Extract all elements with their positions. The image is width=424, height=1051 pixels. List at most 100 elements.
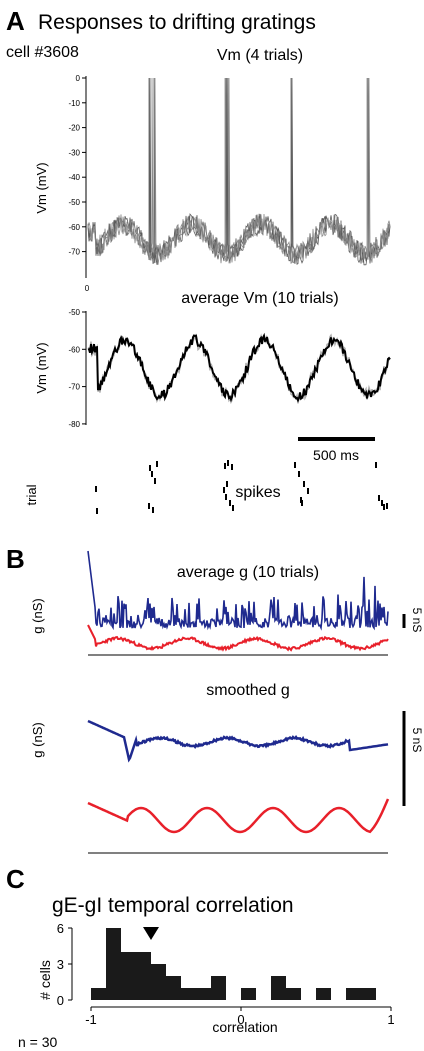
spike-tick (375, 462, 377, 468)
avg-g-scalebar-label: 5 nS (410, 608, 424, 633)
spike-tick (229, 500, 231, 506)
smooth-g-ylabel: g (nS) (30, 722, 45, 757)
panel-b-letter: B (6, 544, 25, 574)
hist-bar (286, 988, 301, 1000)
spike-tick (152, 507, 154, 513)
vm-axis: 0 -10 -20 -30 -40 -50 -60 -70 (68, 74, 87, 278)
hist-xlabel: correlation (212, 1019, 277, 1035)
vm-y-tick-label: -10 (68, 99, 80, 108)
avg-g-ylabel: g (nS) (30, 598, 45, 633)
avg-vm-y-ticks: -50 -60 -70 -80 (68, 308, 86, 429)
vm-y-ticks: 0 -10 -20 -30 -40 -50 -60 -70 (68, 74, 86, 257)
avg-g-traces (87, 550, 389, 652)
avg-vm-trace (87, 332, 391, 405)
spike-tick (294, 462, 296, 468)
smoothed-inhibitory-trace (87, 798, 390, 834)
spike-tick (303, 481, 305, 487)
vm-traces (87, 77, 391, 266)
hist-bar (196, 988, 211, 1000)
avg-vm-y-tick-label: -70 (68, 383, 80, 392)
spike-tick (301, 500, 303, 506)
mean-marker-triangle (143, 927, 159, 940)
raster-title: spikes (235, 484, 280, 501)
vm-y-tick-label: 0 (76, 74, 81, 83)
panel-a-title: Responses to drifting gratings (38, 11, 316, 34)
spike-tick (383, 504, 385, 510)
hist-bar (106, 928, 121, 1000)
raster-ylabel: trial (24, 484, 39, 505)
hist-bar (91, 988, 106, 1000)
hist-bar (361, 988, 376, 1000)
spike-tick (225, 494, 227, 500)
spike-tick (148, 503, 150, 509)
spike-tick (95, 486, 97, 492)
smooth-g-scalebar-label: 5 nS (410, 728, 424, 753)
panel-c-title: gE-gI temporal correlation (52, 894, 294, 917)
vm-y-tick-label: -60 (68, 223, 80, 232)
spike-tick (386, 503, 388, 509)
inhibitory-conductance-trace (87, 624, 389, 652)
vm-ylabel: Vm (mV) (34, 162, 49, 213)
hist-y-tick-label: 6 (57, 921, 64, 936)
hist-y-tick-label: 3 (57, 957, 64, 972)
panel-c-letter: C (6, 864, 25, 894)
smoothed-excitatory-trace (87, 719, 389, 763)
spike-tick (307, 488, 309, 494)
spike-tick (298, 471, 300, 477)
vm-zero-label: 0 (85, 284, 90, 293)
vm-trial-trace (87, 77, 391, 265)
hist-bar (241, 988, 256, 1000)
smooth-g-title: smoothed g (206, 682, 290, 699)
spike-tick (96, 508, 98, 514)
avg-vm-mean-line (87, 332, 391, 403)
panel-a-letter: A (6, 6, 25, 36)
spike-tick (226, 481, 228, 487)
spike-tick (381, 500, 383, 506)
n-label: n = 30 (18, 1034, 58, 1050)
hist-x-tick-label: -1 (85, 1012, 97, 1027)
hist-bar (316, 988, 331, 1000)
correlation-histogram: 0 3 6 -1 0 1 (57, 921, 395, 1027)
spike-tick (149, 465, 151, 471)
spike-tick (224, 463, 226, 469)
spike-raster (95, 460, 388, 514)
cell-label: cell #3608 (6, 44, 79, 61)
hist-bar (136, 952, 151, 1000)
spike-tick (223, 487, 225, 493)
vm-y-tick-label: -40 (68, 173, 80, 182)
hist-bar (346, 988, 361, 1000)
time-scalebar-label: 500 ms (313, 447, 359, 463)
hist-bar (166, 976, 181, 1000)
avg-vm-axis: -50 -60 -70 -80 (68, 308, 87, 429)
hist-bar (271, 976, 286, 1000)
vm-y-tick-label: -30 (68, 148, 80, 157)
spike-tick (232, 505, 234, 511)
vm-y-tick-label: -70 (68, 248, 80, 257)
avg-vm-ylabel: Vm (mV) (34, 342, 49, 393)
hist-ylabel: # cells (37, 960, 53, 1000)
spike-tick (378, 495, 380, 501)
excitatory-conductance-trace (87, 550, 389, 631)
avg-g-title: average g (10 trials) (177, 564, 319, 581)
hist-bar (151, 964, 166, 1000)
smooth-g-traces (87, 719, 390, 834)
hist-bar (181, 988, 196, 1000)
avg-vm-y-tick-label: -80 (68, 420, 80, 429)
spike-tick (227, 460, 229, 466)
hist-y-tick-label: 0 (57, 993, 64, 1008)
vm-y-tick-label: -50 (68, 198, 80, 207)
avg-vm-y-tick-label: -60 (68, 345, 80, 354)
hist-bar (121, 952, 136, 1000)
avg-vm-y-tick-label: -50 (68, 308, 80, 317)
hist-bar (211, 976, 226, 1000)
hist-x-tick-label: 1 (387, 1012, 394, 1027)
spike-tick (151, 471, 153, 477)
vm-y-tick-label: -20 (68, 124, 80, 133)
avg-vm-title: average Vm (10 trials) (181, 290, 338, 307)
vm-plot-title: Vm (4 trials) (217, 47, 303, 64)
spike-tick (154, 478, 156, 484)
spike-tick (231, 464, 233, 470)
hist-x-tick-label: 0 (237, 1012, 244, 1027)
spike-tick (156, 461, 158, 467)
